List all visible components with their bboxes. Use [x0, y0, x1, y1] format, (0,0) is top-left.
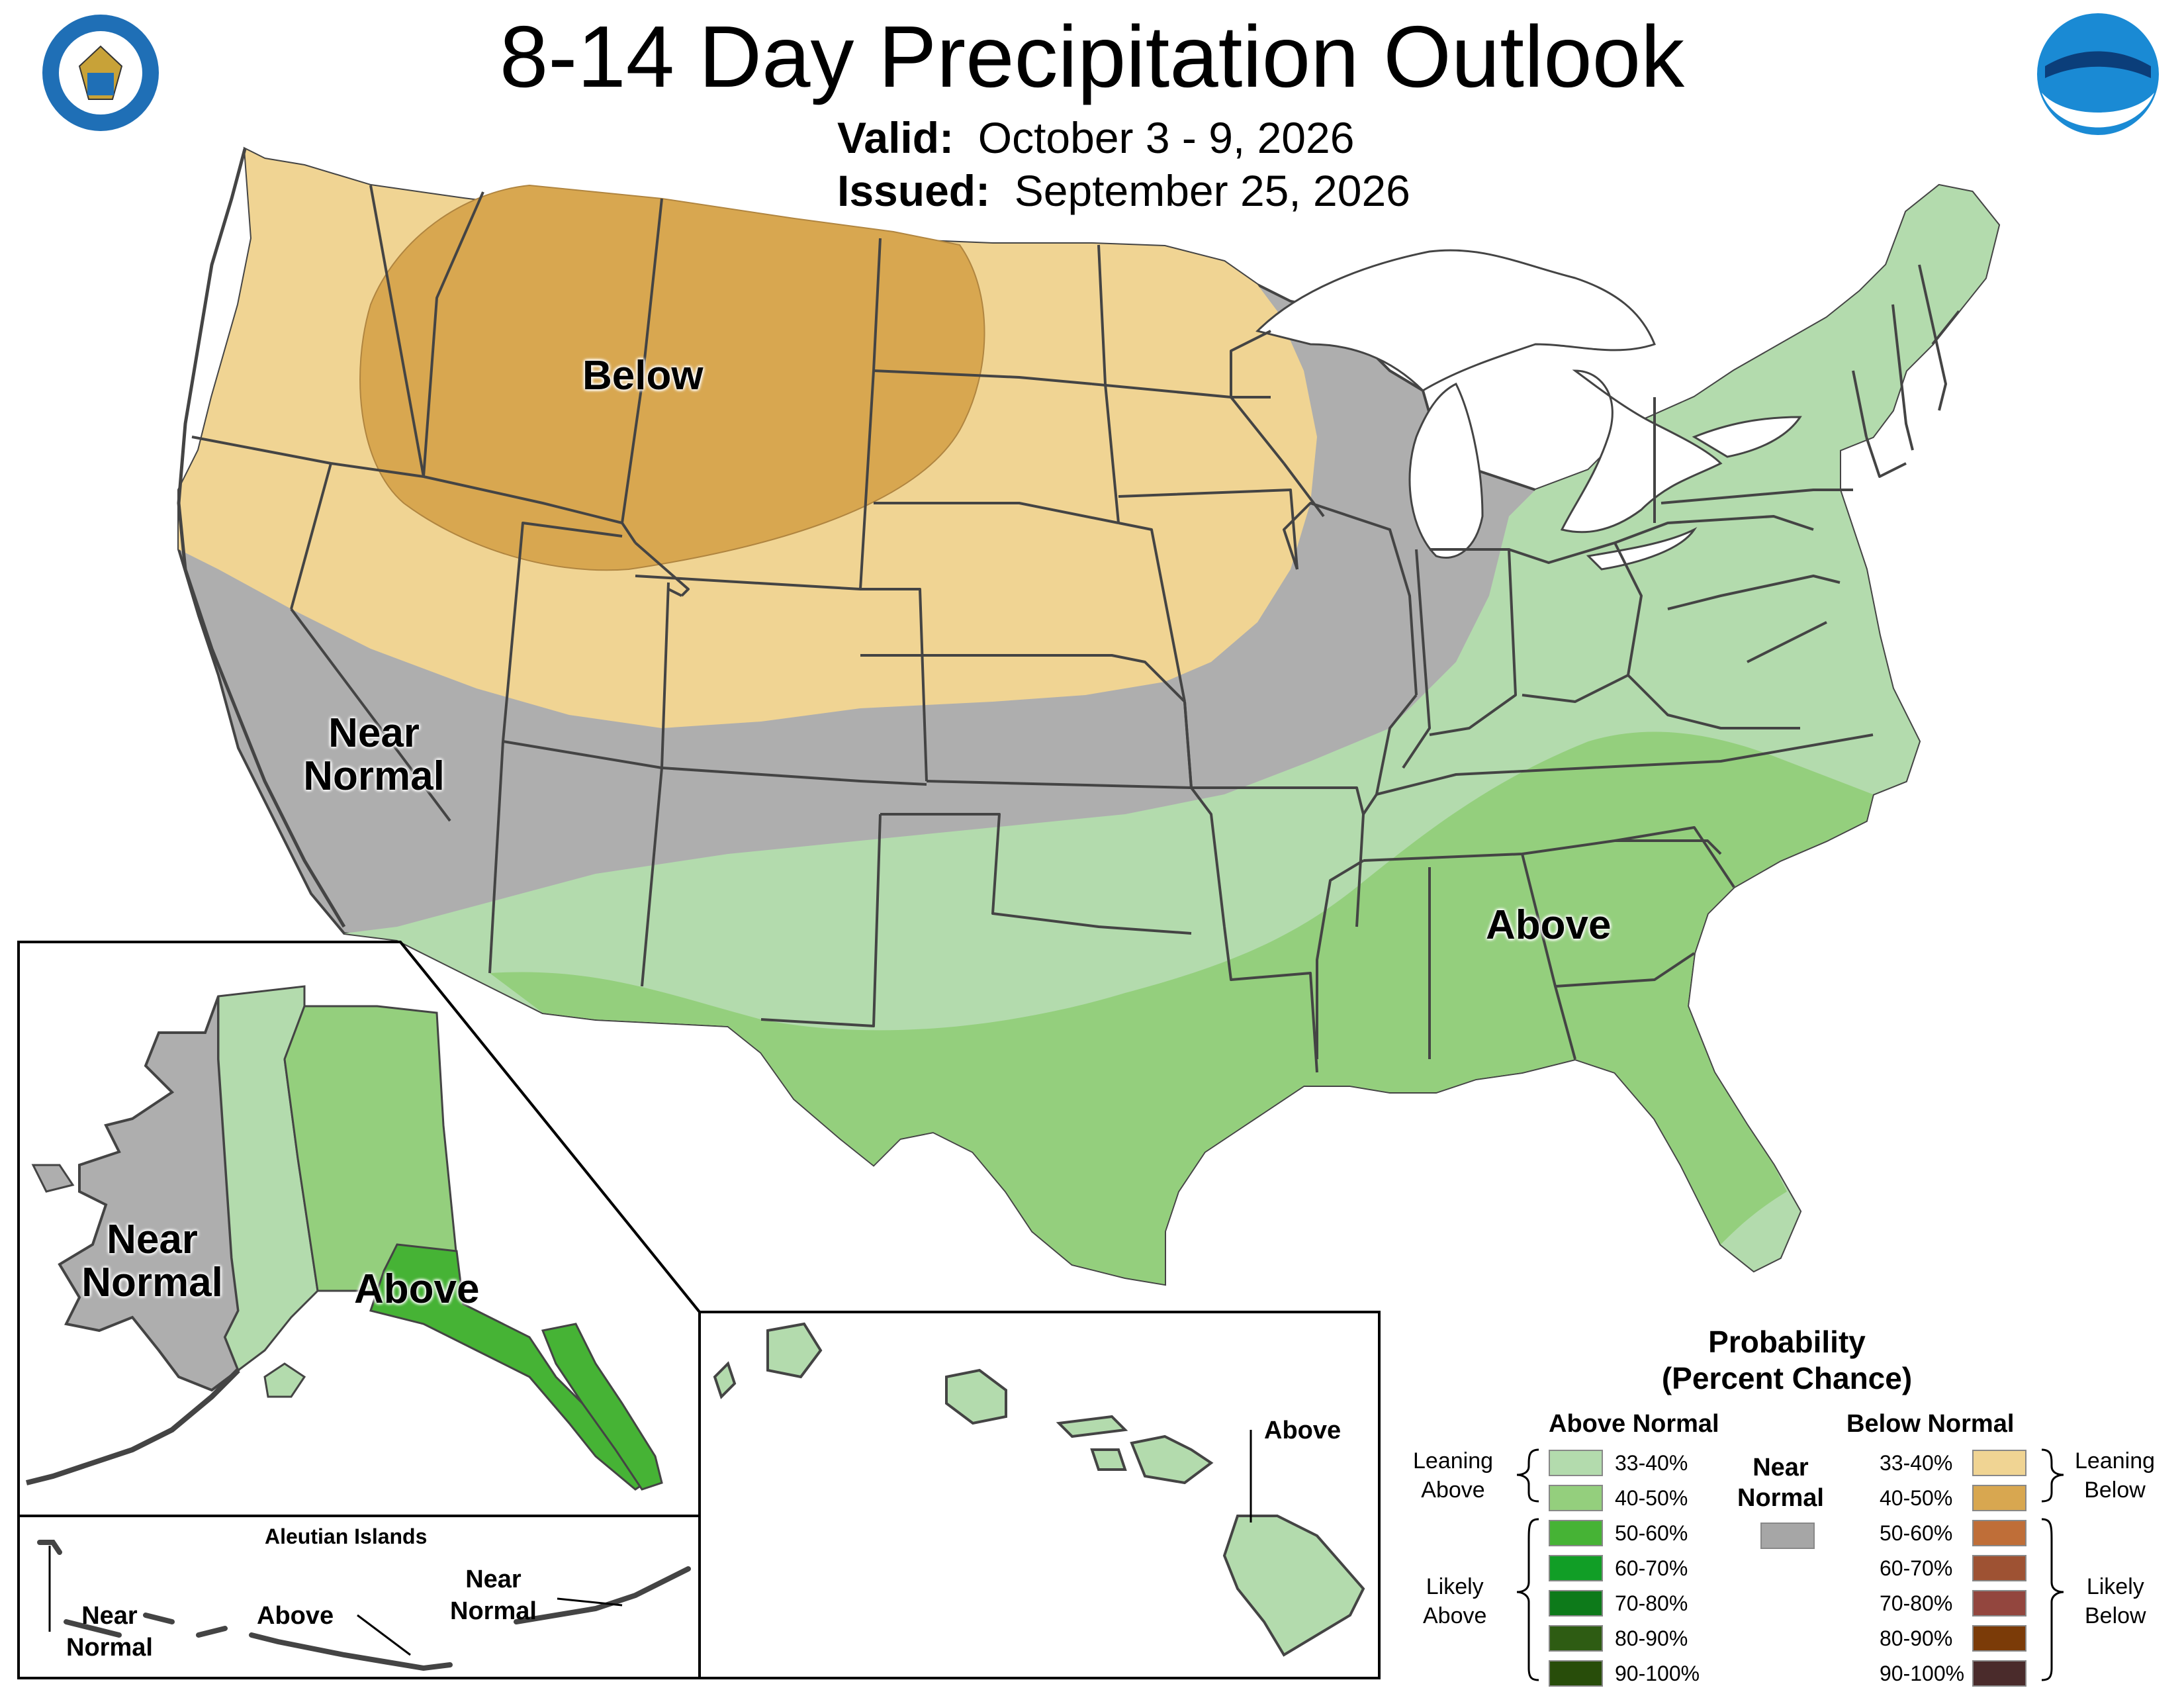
valid-label: Valid: [837, 113, 954, 162]
legend-below-label-3: 50-60% [1880, 1521, 1953, 1545]
alaska-st-lawrence-island [31, 1164, 75, 1193]
issued-label: Issued: [837, 166, 991, 215]
legend-likely-above-line1: Likely [1426, 1574, 1484, 1599]
legend-above-swatch-1 [1549, 1450, 1603, 1476]
label-above: Above [1486, 902, 1612, 948]
legend-below-label-2: 40-50% [1880, 1486, 1953, 1510]
legend-below-swatch-4 [1972, 1555, 2026, 1581]
label-near-normal-line1: Near [328, 710, 420, 756]
legend-title-line2: (Percent Chance) [1661, 1361, 1913, 1396]
legend-above-label-2: 40-50% [1615, 1486, 1688, 1510]
coastline-west [177, 148, 346, 928]
noaa-logo [2037, 13, 2159, 135]
legend-likely-below: Likely Below [2085, 1572, 2146, 1630]
issued-line: Issued: September 25, 2026 [837, 165, 1410, 216]
valid-line: Valid: October 3 - 9, 2026 [837, 113, 1354, 163]
legend-below-label-4: 60-70% [1880, 1556, 1953, 1580]
below-40-50-region [359, 184, 985, 571]
hawaii-label-above: Above [1264, 1417, 1342, 1444]
legend-above-label-1: 33-40% [1615, 1451, 1688, 1475]
legend-below-swatch-5 [1972, 1590, 2026, 1617]
legend-likely-below-line2: Below [2085, 1603, 2146, 1629]
aleutian-title: Aleutian Islands [265, 1524, 428, 1548]
legend-leaning-above-line2: Above [1421, 1477, 1485, 1503]
alaska-label-near-normal: Near Normal [73, 1218, 232, 1304]
legend-above-swatch-2 [1549, 1485, 1603, 1511]
legend-below-swatch-1 [1972, 1450, 2026, 1476]
legend-below-label-1: 33-40% [1880, 1451, 1953, 1475]
legend-likely-above-line2: Above [1423, 1603, 1487, 1629]
legend-below-swatch-2 [1972, 1485, 2026, 1511]
legend-above-swatch-7 [1549, 1660, 1603, 1687]
legend-near-normal-label: Near Normal [1737, 1453, 1824, 1513]
aleutian-inset-frame [17, 1515, 701, 1679]
legend-above-swatch-5 [1549, 1590, 1603, 1617]
aleutian-near-east-line2: Normal [450, 1597, 537, 1625]
aleutian-near-east-line1: Near [465, 1566, 522, 1593]
aleutian-islands-chain [37, 1540, 691, 1671]
legend-title: Probability (Percent Chance) [1396, 1324, 2177, 1397]
legend-likely-below-line1: Likely [2086, 1574, 2144, 1599]
legend-title-line1: Probability [1708, 1325, 1866, 1359]
state-boundaries [191, 185, 1960, 1073]
legend-above-swatch-6 [1549, 1625, 1603, 1652]
legend-below-swatch-3 [1972, 1520, 2026, 1546]
legend-leaning-below-line1: Leaning [2075, 1448, 2156, 1474]
legend-below-label-5: 70-80% [1880, 1591, 1953, 1615]
legend-near-normal-swatch [1760, 1523, 1815, 1549]
alaska-panhandle-islands [541, 1323, 663, 1491]
legend-below-swatch-7 [1972, 1660, 2026, 1687]
legend-below-swatch-6 [1972, 1625, 2026, 1652]
label-near-normal: Near Normal [295, 712, 453, 798]
alaska-label-near-line2: Normal [81, 1260, 223, 1306]
legend-leaning-below-line2: Below [2084, 1477, 2146, 1503]
legend-likely-above: Likely Above [1423, 1572, 1486, 1630]
legend-above-swatch-4 [1549, 1555, 1603, 1581]
legend-above-header: Above Normal [1549, 1410, 1719, 1438]
valid-value: October 3 - 9, 2026 [978, 113, 1355, 162]
legend-above-label-4: 60-70% [1615, 1556, 1688, 1580]
alaska-kodiak [263, 1362, 306, 1398]
label-near-normal-line2: Normal [303, 753, 445, 800]
label-below: Below [582, 353, 704, 399]
page-title: 8-14 Day Precipitation Outlook [499, 8, 1685, 105]
legend-leaning-below: Leaning Below [2075, 1446, 2155, 1505]
aleutian-label-above: Above [257, 1602, 334, 1630]
legend-leaning-above-line1: Leaning [1413, 1448, 1494, 1474]
legend-below-label-6: 80-90% [1880, 1626, 1953, 1650]
great-lakes [1255, 249, 1802, 571]
legend-near-line2: Normal [1737, 1483, 1824, 1512]
legend-below-label-7: 90-100% [1880, 1662, 1965, 1685]
legend-near-line1: Near [1752, 1454, 1809, 1481]
legend-leaning-above: Leaning Above [1413, 1446, 1493, 1505]
alaska-label-near-line1: Near [107, 1217, 198, 1262]
alaska-label-above: Above [354, 1266, 480, 1312]
alaska-peninsula [26, 1368, 240, 1485]
aleutian-label-near-west: Near Normal [66, 1601, 153, 1664]
department-of-commerce-seal [42, 15, 159, 131]
legend-above-swatch-3 [1549, 1520, 1603, 1546]
aleutian-near-west-line1: Near [81, 1602, 138, 1630]
aleutian-near-west-line2: Normal [66, 1633, 153, 1662]
hawaii-islands [713, 1322, 1365, 1657]
legend-above-label-7: 90-100% [1615, 1662, 1700, 1685]
legend-above-label-3: 50-60% [1615, 1521, 1688, 1545]
aleutian-label-near-east: Near Normal [450, 1564, 537, 1627]
legend-above-label-6: 80-90% [1615, 1626, 1688, 1650]
legend-below-header: Below Normal [1846, 1410, 2015, 1438]
issued-value: September 25, 2026 [1014, 166, 1410, 215]
legend-above-label-5: 70-80% [1615, 1591, 1688, 1615]
